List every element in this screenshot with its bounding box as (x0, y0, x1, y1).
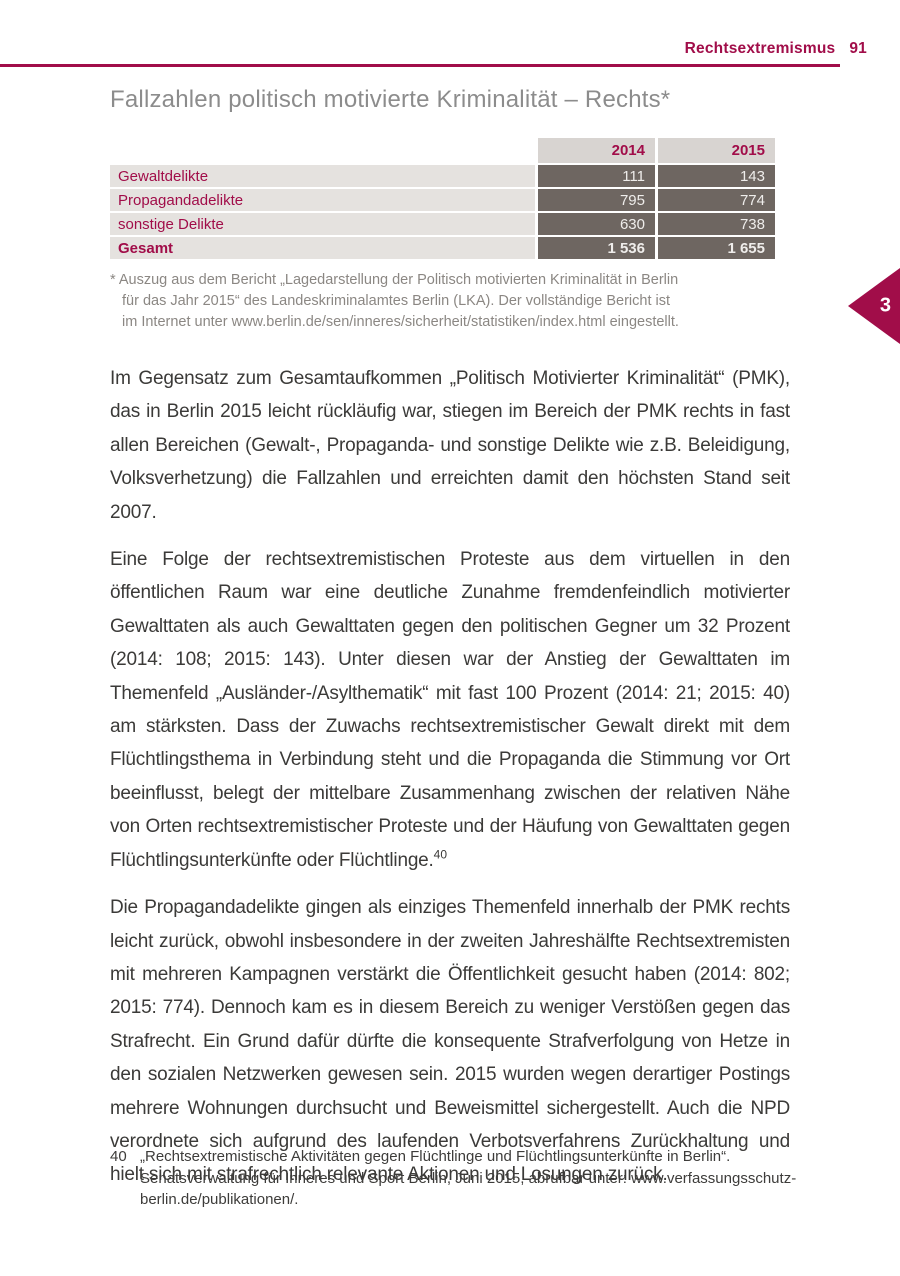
page-footnote: 40 „Rechtsextremistische Aktivitäten geg… (110, 1146, 800, 1211)
table-column-header-2015: 2015 (658, 138, 775, 163)
chapter-tab: 3 (848, 268, 900, 344)
table-cell-value: 774 (658, 189, 775, 211)
paragraph-text: Im Gegensatz zum Gesamtaufkommen „Politi… (110, 368, 790, 523)
chapter-tab-number: 3 (879, 294, 891, 317)
crime-statistics-table: 2014 2015 Gewaltdelikte 111 143 Propagan… (110, 138, 775, 259)
page-header: Rechtsextremismus 91 (685, 40, 867, 58)
table-cell-value: 738 (658, 213, 775, 235)
table-cell-value: 111 (538, 165, 655, 187)
table-source-footnote: * Auszug aus dem Bericht „Lagedarstellun… (110, 272, 679, 330)
table-corner-cell (110, 138, 535, 163)
chapter-tab-triangle-icon (848, 268, 900, 344)
table-column-header-2014: 2014 (538, 138, 655, 163)
table-total-cell-value: 1 655 (658, 237, 775, 259)
footnote-number: 40 (110, 1148, 127, 1165)
table-cell-value: 143 (658, 165, 775, 187)
table-cell-value: 630 (538, 213, 655, 235)
table-row-label: Gewaltdelikte (110, 165, 535, 187)
footnote-reference: 40 (433, 847, 447, 862)
paragraph-text: Die Propagandadelikte gingen als einzige… (110, 897, 790, 1186)
paragraph: Im Gegensatz zum Gesamtaufkommen „Politi… (110, 362, 790, 529)
page-title: Fallzahlen politisch motivierte Kriminal… (110, 86, 671, 113)
paragraph-text: Eine Folge der rechtsextremistischen Pro… (110, 549, 790, 871)
header-page-number: 91 (849, 40, 867, 57)
table-cell-value: 795 (538, 189, 655, 211)
body-text: Im Gegensatz zum Gesamtaufkommen „Politi… (110, 362, 790, 1206)
paragraph: Die Propagandadelikte gingen als einzige… (110, 891, 790, 1192)
footnote-text: „Rechtsextremistische Aktivitäten gegen … (140, 1148, 797, 1208)
table-row-label: sonstige Delikte (110, 213, 535, 235)
table-row-label: Propagandadelikte (110, 189, 535, 211)
table-total-row-label: Gesamt (110, 237, 535, 259)
header-section-title: Rechtsextremismus (684, 40, 836, 57)
table-total-cell-value: 1 536 (538, 237, 655, 259)
header-rule (0, 64, 840, 67)
paragraph: Eine Folge der rechtsextremistischen Pro… (110, 543, 790, 877)
